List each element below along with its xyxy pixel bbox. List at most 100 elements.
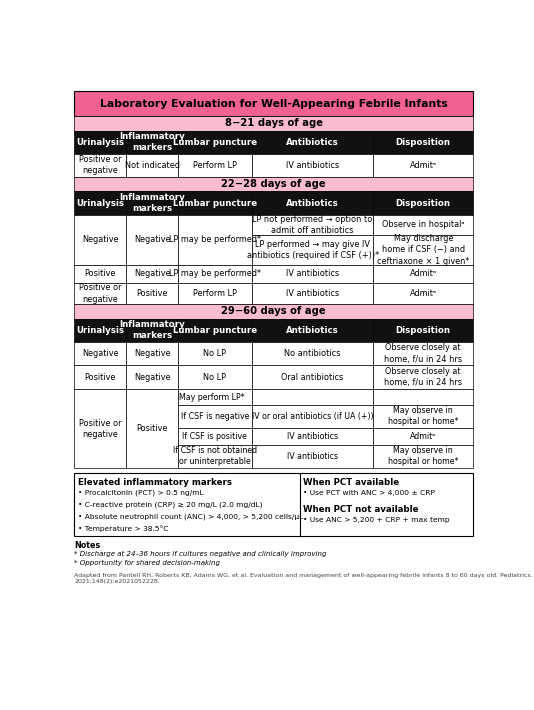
- Text: May discharge
home if CSF (−) and
ceftriaxone × 1 given*: May discharge home if CSF (−) and ceftri…: [377, 234, 469, 266]
- Text: If CSF is positive: If CSF is positive: [183, 432, 247, 441]
- Bar: [252, 154, 373, 177]
- Text: Positive: Positive: [84, 373, 116, 382]
- Text: Not indicated: Not indicated: [124, 160, 179, 170]
- Bar: [252, 428, 373, 444]
- Text: • Absolute neutrophil count (ANC) > 4,000, > 5,200 cells/μL: • Absolute neutrophil count (ANC) > 4,00…: [78, 514, 303, 520]
- Bar: [252, 342, 373, 366]
- Text: Inflammatory
markers: Inflammatory markers: [119, 320, 185, 340]
- Bar: [178, 444, 252, 468]
- Text: If CSF is negative: If CSF is negative: [180, 412, 249, 421]
- Text: Lumbar puncture: Lumbar puncture: [173, 326, 257, 334]
- Bar: [178, 131, 252, 154]
- Text: • Procalcitonin (PCT) > 0.5 ng/mL: • Procalcitonin (PCT) > 0.5 ng/mL: [78, 490, 203, 496]
- Text: • Use PCT with ANC > 4,000 ± CRP: • Use PCT with ANC > 4,000 ± CRP: [303, 490, 435, 496]
- Text: IV or oral antibiotics (if UA (+)): IV or oral antibiotics (if UA (+)): [252, 412, 373, 421]
- Bar: [126, 154, 178, 177]
- Text: IV antibiotics: IV antibiotics: [286, 289, 339, 298]
- Bar: [178, 366, 252, 389]
- Bar: [74, 154, 126, 177]
- Bar: [74, 192, 126, 214]
- Bar: [126, 131, 178, 154]
- Bar: [252, 265, 373, 283]
- Text: Lumbar puncture: Lumbar puncture: [173, 199, 257, 207]
- Text: Disposition: Disposition: [396, 138, 451, 147]
- Text: Negative: Negative: [134, 269, 170, 278]
- Bar: [252, 319, 373, 342]
- Text: • C-reactive protein (CRP) ≥ 20 mg/L (2.0 mg/dL): • C-reactive protein (CRP) ≥ 20 mg/L (2.…: [78, 502, 263, 508]
- Text: LP may be performed*: LP may be performed*: [169, 269, 261, 278]
- Bar: [373, 342, 473, 366]
- Text: Urinalysis: Urinalysis: [76, 199, 124, 207]
- Bar: [74, 473, 473, 535]
- Text: Positive or
negative: Positive or negative: [79, 283, 121, 304]
- Bar: [178, 319, 252, 342]
- Bar: [252, 214, 373, 235]
- Text: Disposition: Disposition: [396, 326, 451, 334]
- Bar: [178, 428, 252, 444]
- Bar: [178, 389, 252, 405]
- Text: No antibiotics: No antibiotics: [285, 349, 341, 358]
- Text: IV antibiotics: IV antibiotics: [287, 432, 338, 441]
- Bar: [373, 235, 473, 265]
- Text: Antibiotics: Antibiotics: [286, 199, 339, 207]
- Bar: [252, 131, 373, 154]
- Bar: [126, 192, 178, 214]
- Bar: [178, 265, 252, 283]
- Bar: [74, 214, 126, 265]
- Text: 29−60 days of age: 29−60 days of age: [222, 306, 326, 316]
- Bar: [74, 177, 473, 192]
- Bar: [126, 342, 178, 366]
- Bar: [126, 366, 178, 389]
- Text: May observe in
hospital or home*: May observe in hospital or home*: [388, 447, 459, 466]
- Text: Negative: Negative: [134, 349, 170, 358]
- Text: • Use ANC > 5,200 + CRP + max temp: • Use ANC > 5,200 + CRP + max temp: [303, 517, 450, 523]
- Bar: [74, 319, 126, 342]
- Text: * Opportunity for shared decision-making: * Opportunity for shared decision-making: [74, 560, 220, 567]
- Text: Negative: Negative: [82, 235, 119, 244]
- Bar: [74, 283, 126, 304]
- Text: Observe closely at
home, f/u in 24 hrs: Observe closely at home, f/u in 24 hrs: [384, 367, 462, 388]
- Text: Positive: Positive: [84, 269, 116, 278]
- Bar: [74, 131, 126, 154]
- Text: Positive: Positive: [136, 289, 168, 298]
- Text: LP performed → may give IV
antibiotics (required if CSF (+))*: LP performed → may give IV antibiotics (…: [247, 240, 379, 260]
- Text: LP may be performed*: LP may be performed*: [169, 235, 261, 244]
- Bar: [178, 192, 252, 214]
- Text: Inflammatory
markers: Inflammatory markers: [119, 133, 185, 152]
- Text: Positive or
negative: Positive or negative: [79, 155, 121, 175]
- Text: Antibiotics: Antibiotics: [286, 326, 339, 334]
- Bar: [178, 154, 252, 177]
- Text: When PCT available: When PCT available: [303, 478, 399, 487]
- Bar: [74, 265, 126, 283]
- Bar: [74, 304, 473, 319]
- Bar: [126, 283, 178, 304]
- Text: Admitᵃ: Admitᵃ: [410, 289, 437, 298]
- Text: May observe in
hospital or home*: May observe in hospital or home*: [388, 406, 459, 426]
- Text: Positive: Positive: [136, 424, 168, 433]
- Bar: [373, 192, 473, 214]
- Bar: [252, 192, 373, 214]
- Bar: [126, 214, 178, 265]
- Text: When PCT not available: When PCT not available: [303, 506, 419, 514]
- Bar: [74, 342, 126, 366]
- Bar: [373, 366, 473, 389]
- Bar: [126, 265, 178, 283]
- Text: Observe closely at
home, f/u in 24 hrs: Observe closely at home, f/u in 24 hrs: [384, 344, 462, 364]
- Text: LP not performed → option to
admit off antibiotics: LP not performed → option to admit off a…: [253, 215, 373, 235]
- Text: 8−21 days of age: 8−21 days of age: [225, 119, 323, 129]
- Text: Positive or
negative: Positive or negative: [79, 419, 121, 439]
- Text: No LP: No LP: [203, 373, 226, 382]
- Text: Perform LP: Perform LP: [193, 160, 237, 170]
- Bar: [252, 444, 373, 468]
- Text: Perform LP: Perform LP: [193, 289, 237, 298]
- Text: Admitᵃ: Admitᵃ: [410, 432, 436, 441]
- Text: IV antibiotics: IV antibiotics: [286, 160, 339, 170]
- Bar: [74, 92, 473, 116]
- Text: If CSF is not obtained
or uninterpretable: If CSF is not obtained or uninterpretabl…: [173, 447, 257, 466]
- Bar: [74, 116, 473, 131]
- Bar: [373, 154, 473, 177]
- Bar: [373, 389, 473, 405]
- Bar: [373, 131, 473, 154]
- Bar: [373, 444, 473, 468]
- Bar: [178, 214, 252, 265]
